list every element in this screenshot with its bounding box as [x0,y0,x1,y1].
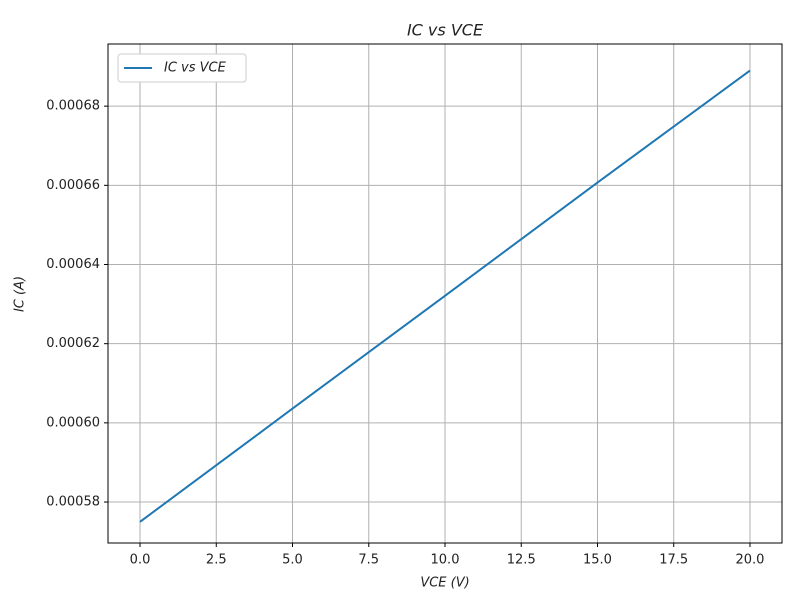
chart-title: IC vs VCE [407,21,484,40]
x-tick-label: 0.0 [130,553,151,568]
y-tick-label: 0.00068 [46,99,100,114]
x-tick-label: 20.0 [736,553,765,568]
x-tick-label: 17.5 [659,553,688,568]
x-tick-label: 10.0 [431,553,460,568]
plot-frame [107,43,783,544]
x-tick-label: 12.5 [507,553,536,568]
legend-label: IC vs VCE [164,61,227,76]
y-tick-label: 0.00062 [46,336,100,351]
x-tick-label: 2.5 [206,553,227,568]
x-tick-label: 5.0 [282,553,303,568]
x-tick-label: 7.5 [358,553,379,568]
x-axis-label: VCE (V) [420,576,469,591]
x-tick-label: 15.0 [583,553,612,568]
legend-box [117,53,247,83]
y-tick-label: 0.00058 [46,495,100,510]
y-axis-label: IC (A) [13,276,28,312]
y-tick-label: 0.00066 [46,178,100,193]
data-line [139,69,751,523]
y-tick-label: 0.00064 [46,257,100,272]
legend: IC vs VCE [117,53,247,83]
y-tick-label: 0.00060 [46,415,100,430]
